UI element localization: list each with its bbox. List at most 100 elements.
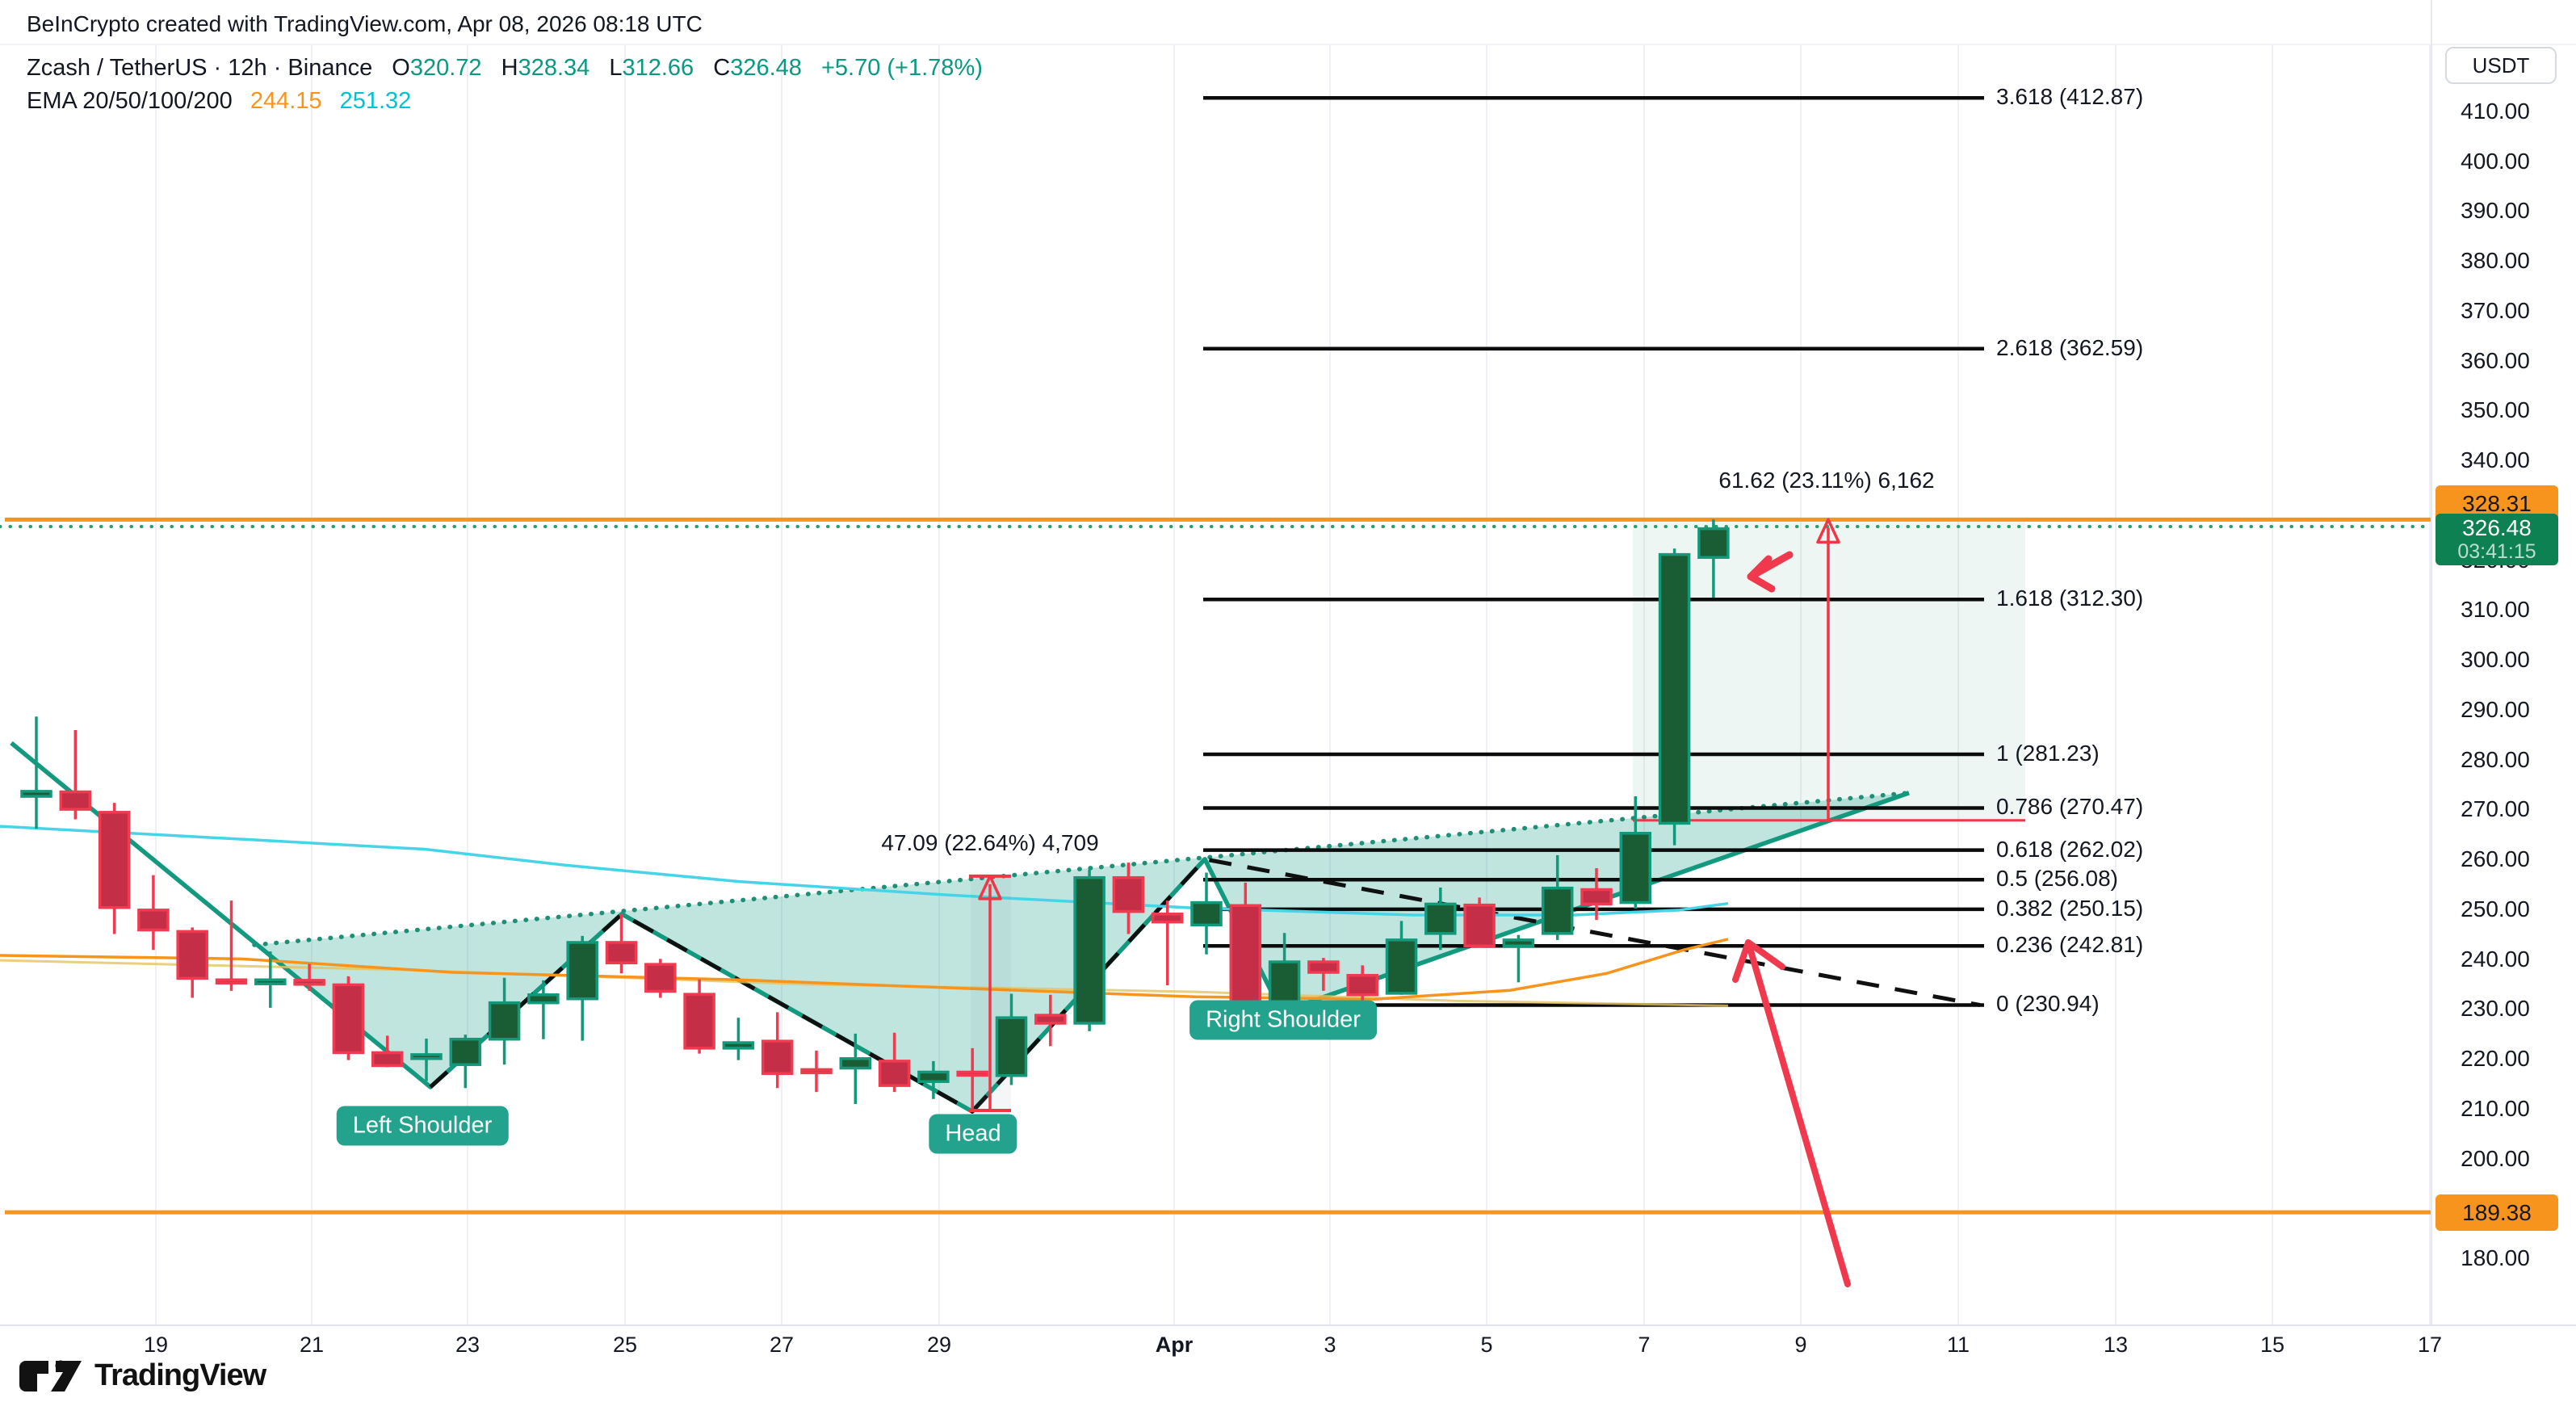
price-tick: 240.00 (2461, 946, 2530, 972)
candle-body (1619, 831, 1652, 905)
time-tick: Apr (1155, 1333, 1194, 1357)
price-tick: 260.00 (2461, 846, 2530, 872)
fib-label: 0.786 (270.47) (1996, 794, 2144, 820)
candle-body (1034, 1014, 1067, 1025)
candle-body (1541, 886, 1574, 935)
target-measure-annotation: 61.62 (23.11%) 6,162 (1718, 468, 1935, 493)
currency-toggle-button[interactable]: USDT (2445, 47, 2557, 84)
time-tick: 17 (2417, 1333, 2443, 1357)
candle-body (1307, 960, 1340, 974)
candle-body (1502, 938, 1535, 948)
candle-body (1424, 902, 1457, 935)
ema-orange (0, 938, 1729, 1001)
fib-label: 3.618 (412.87) (1996, 84, 2144, 110)
price-tick: 210.00 (2461, 1095, 2530, 1121)
candle-body (98, 811, 131, 909)
price-tick: 400.00 (2461, 148, 2530, 174)
candle-body (449, 1037, 482, 1066)
price-axis-divider (2431, 0, 2432, 1324)
candle-body (254, 978, 287, 985)
time-tick: 15 (2259, 1333, 2285, 1357)
ema-value-orange: 244.15 (250, 88, 322, 114)
price-tick: 310.00 (2461, 597, 2530, 623)
head-depth-arrowhead (978, 875, 1002, 900)
candle-body (917, 1070, 950, 1083)
hand-arrow-pullback-icon[interactable] (1747, 551, 1794, 593)
price-tick: 350.00 (2461, 397, 2530, 423)
tradingview-logo-icon (19, 1360, 82, 1392)
ohlc-close-value: 326.48 (730, 55, 802, 81)
candle-body (1697, 527, 1730, 559)
price-tick: 180.00 (2461, 1245, 2530, 1270)
ohlc-open-value: 320.72 (409, 55, 482, 81)
candle-body (1190, 900, 1223, 927)
candle-body (1580, 888, 1613, 906)
symbol-title[interactable]: Zcash / TetherUS · 12h · Binance (27, 55, 373, 81)
price-tick: 200.00 (2461, 1145, 2530, 1171)
fib-label: 1 (281.23) (1996, 741, 2100, 766)
candle-body (293, 979, 325, 986)
ohlc-high-label: H (501, 55, 518, 81)
ema-value-cyan: 251.32 (339, 88, 412, 114)
price-tick: 370.00 (2461, 297, 2530, 323)
hand-drawn-arrows[interactable] (1732, 551, 1851, 1287)
breakout-target-arrowhead (1816, 518, 1840, 544)
candle-body (605, 941, 638, 965)
candle-body (20, 790, 52, 798)
price-tick: 220.00 (2461, 1046, 2530, 1072)
time-tick: 7 (1638, 1333, 1651, 1357)
right-shoulder-label[interactable]: Right Shoulder (1189, 1000, 1377, 1040)
time-tick: 23 (455, 1333, 480, 1357)
head-label[interactable]: Head (929, 1114, 1017, 1154)
price-tick: 270.00 (2461, 796, 2530, 822)
price-tick: 380.00 (2461, 248, 2530, 274)
ema-label[interactable]: EMA 20/50/100/200 (27, 88, 233, 114)
fib-label: 0.382 (250.15) (1996, 895, 2144, 921)
ema-cyan (0, 825, 1729, 917)
time-axis-divider (0, 1324, 2576, 1326)
candle-body (956, 1070, 988, 1077)
time-tick: 11 (1946, 1333, 1970, 1357)
candle-body (839, 1057, 872, 1070)
time-tick: 5 (1480, 1333, 1493, 1357)
candle-body (1229, 904, 1262, 1005)
time-tick: 9 (1794, 1333, 1807, 1357)
tradingview-watermark[interactable]: TradingView (19, 1358, 266, 1393)
candle-body (995, 1016, 1028, 1077)
bar-countdown: 03:41:15 (2457, 540, 2536, 563)
neckline-dotted (252, 790, 1911, 947)
candle-body (878, 1060, 911, 1087)
header-divider (0, 44, 2576, 45)
candle-body (1346, 973, 1378, 997)
price-tick: 250.00 (2461, 896, 2530, 921)
candle-body (683, 993, 715, 1050)
time-tick: 13 (2103, 1333, 2129, 1357)
ohlc-low-value: 312.66 (622, 55, 694, 81)
candle-body (1658, 552, 1691, 825)
symbol-legend-row: Zcash / TetherUS · 12h · Binance O320.72… (27, 55, 983, 82)
head-measure-annotation: 47.09 (22.64%) 4,709 (881, 830, 1099, 855)
hand-arrow-support-icon[interactable] (1732, 939, 1851, 1287)
credit-text: BeInCrypto created with TradingView.com,… (27, 11, 703, 36)
candle-body (566, 941, 598, 1001)
candle-body (59, 790, 92, 811)
change-value: +5.70 (+1.78%) (820, 55, 983, 81)
candle-body (644, 963, 677, 993)
time-tick: 29 (926, 1333, 952, 1357)
candle-body (137, 909, 170, 932)
left-shoulder-label[interactable]: Left Shoulder (336, 1106, 509, 1146)
candle-body (1112, 875, 1145, 913)
ohlc-low-label: L (609, 55, 623, 81)
time-tick: 21 (299, 1333, 325, 1357)
price-tick: 340.00 (2461, 447, 2530, 473)
price-tick: 300.00 (2461, 647, 2530, 673)
candle-body (527, 993, 560, 1005)
candle-body (761, 1039, 794, 1076)
price-tick: 410.00 (2461, 99, 2530, 124)
chart-legend[interactable]: Zcash / TetherUS · 12h · Binance O320.72… (27, 55, 983, 115)
fib-label: 1.618 (312.30) (1996, 586, 2144, 611)
ema-yellow (0, 959, 1729, 1007)
candle-body (722, 1041, 755, 1050)
